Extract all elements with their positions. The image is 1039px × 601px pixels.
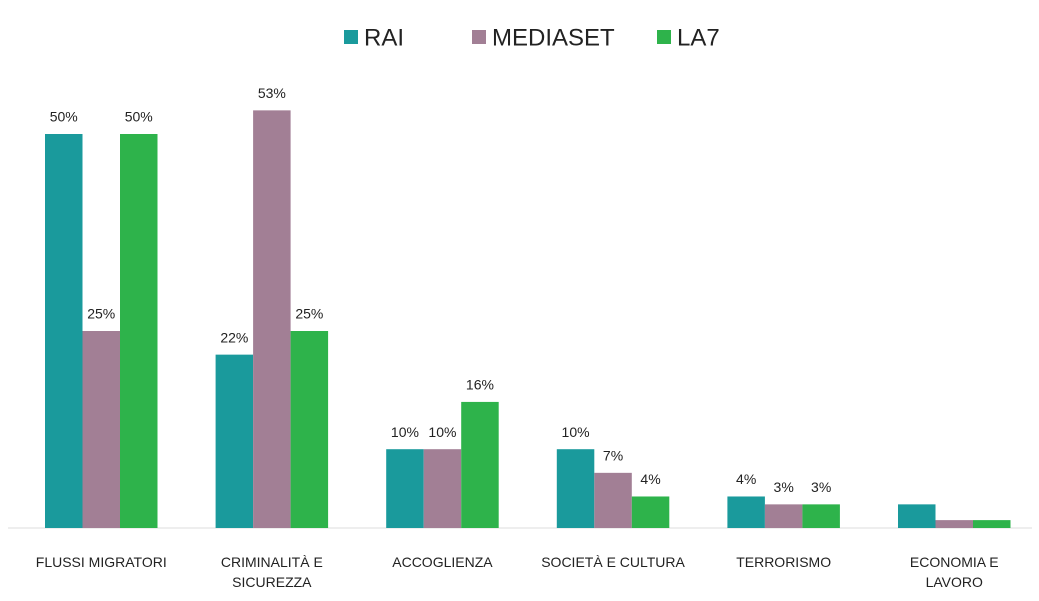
x-tick-label: CRIMINALITÀ E SICUREZZA xyxy=(220,554,323,590)
bar xyxy=(461,401,499,528)
x-tick-label: SOCIETÀ E CULTURA xyxy=(541,554,685,570)
x-tick-label: TERRORISMO xyxy=(736,554,832,570)
bar xyxy=(215,354,254,528)
value-label: 50% xyxy=(50,109,78,125)
legend-swatch xyxy=(657,30,671,44)
value-label: 7% xyxy=(603,448,623,464)
value-label: 3% xyxy=(811,479,831,495)
bar xyxy=(290,331,329,528)
bar xyxy=(82,331,120,528)
value-label: 25% xyxy=(87,306,115,322)
x-tick-label: ACCOGLIENZA xyxy=(392,554,493,570)
legend-swatch xyxy=(344,30,358,44)
value-label: 25% xyxy=(295,306,323,322)
value-label: 53% xyxy=(258,85,286,101)
legend-label: MEDIASET xyxy=(492,24,615,51)
legend-label: LA7 xyxy=(677,24,720,51)
x-tick-label: ECONOMIA E LAVORO xyxy=(909,554,999,590)
legend-label: RAI xyxy=(364,24,404,51)
value-label: 3% xyxy=(774,479,794,495)
bar xyxy=(802,504,840,528)
bar xyxy=(898,504,936,528)
bar xyxy=(973,520,1011,528)
value-label: 22% xyxy=(220,329,248,345)
bar xyxy=(423,449,462,528)
value-label: 50% xyxy=(125,109,153,125)
legend-swatch xyxy=(472,30,486,44)
value-label: 4% xyxy=(736,471,756,487)
bar xyxy=(120,134,158,528)
bar xyxy=(253,110,291,529)
bar xyxy=(556,449,595,528)
value-label: 4% xyxy=(640,471,660,487)
bar xyxy=(45,134,83,528)
bar xyxy=(594,472,632,528)
value-label: 16% xyxy=(466,377,494,393)
bar xyxy=(764,504,803,528)
bar xyxy=(386,449,424,528)
bar xyxy=(727,496,765,528)
bar xyxy=(935,520,973,528)
value-label: 10% xyxy=(391,424,419,440)
value-label: 10% xyxy=(562,424,590,440)
value-label: 10% xyxy=(428,424,456,440)
x-tick-label: FLUSSI MIGRATORI xyxy=(35,554,167,570)
bar xyxy=(631,496,670,528)
